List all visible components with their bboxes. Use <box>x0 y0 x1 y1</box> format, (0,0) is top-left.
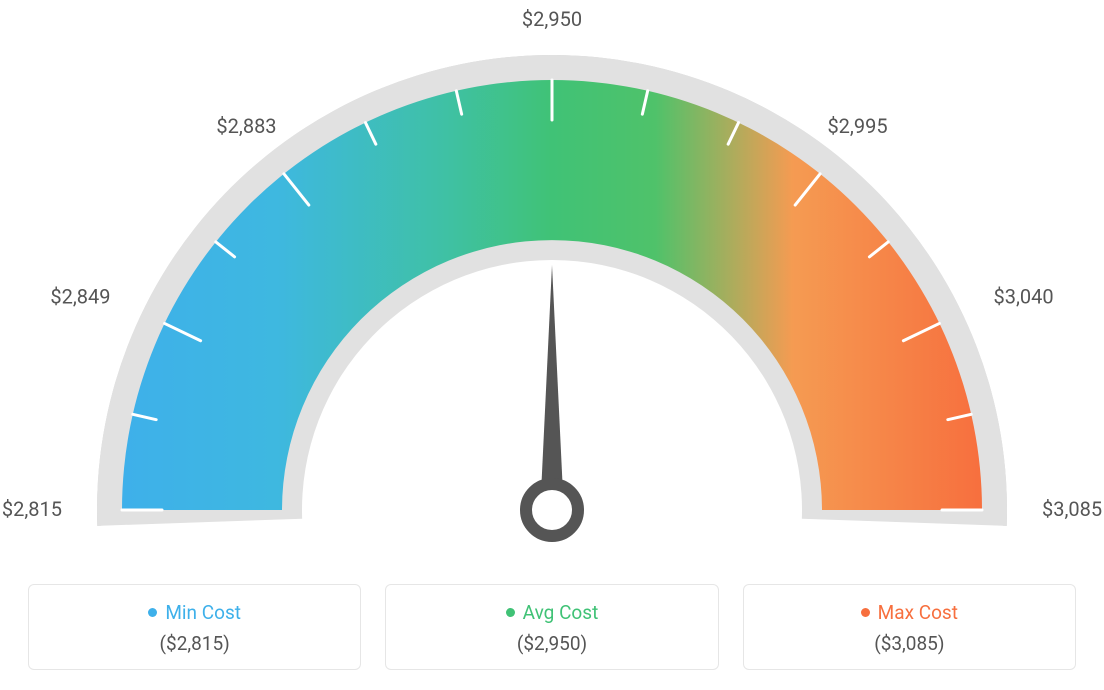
legend-title-max: Max Cost <box>861 601 958 624</box>
dot-max <box>861 608 870 617</box>
svg-text:$2,950: $2,950 <box>522 7 582 31</box>
svg-text:$3,085: $3,085 <box>1042 497 1102 521</box>
legend-card-avg: Avg Cost ($2,950) <box>385 584 718 670</box>
svg-text:$2,995: $2,995 <box>827 114 887 138</box>
legend-value-avg: ($2,950) <box>396 632 707 655</box>
dot-avg <box>506 608 515 617</box>
svg-text:$2,815: $2,815 <box>2 497 62 521</box>
legend-title-avg: Avg Cost <box>506 601 599 624</box>
dot-min <box>148 608 157 617</box>
legend-row: Min Cost ($2,815) Avg Cost ($2,950) Max … <box>0 584 1104 670</box>
gauge-svg: $2,815 $2,849 $2,883 $2,950 $2,995 $3,040 $3,0… <box>0 0 1104 560</box>
legend-title-min: Min Cost <box>148 601 241 624</box>
legend-value-max: ($3,085) <box>754 632 1065 655</box>
svg-text:$2,849: $2,849 <box>50 284 110 308</box>
legend-value-min: ($2,815) <box>39 632 350 655</box>
gauge-chart: $2,815 $2,849 $2,883 $2,950 $2,995 $3,040 $3,0… <box>0 0 1104 690</box>
legend-card-max: Max Cost ($3,085) <box>743 584 1076 670</box>
legend-card-min: Min Cost ($2,815) <box>28 584 361 670</box>
legend-label-min: Min Cost <box>165 601 241 624</box>
legend-label-avg: Avg Cost <box>523 601 599 624</box>
svg-text:$3,040: $3,040 <box>993 284 1053 308</box>
legend-label-max: Max Cost <box>878 601 958 624</box>
svg-text:$2,883: $2,883 <box>216 114 276 138</box>
